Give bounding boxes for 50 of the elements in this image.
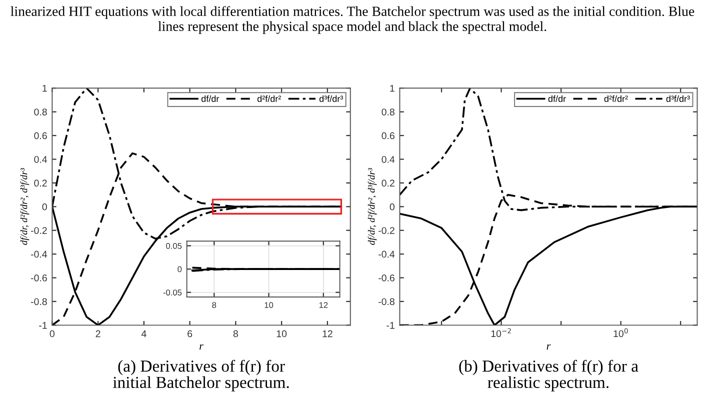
y-tick-label: -0.4 [30,250,48,258]
legend-label: df/dr [201,95,220,102]
y-tick-label: -0.8 [30,298,47,306]
y-tick-label: 1 [390,84,394,92]
y-tick-label: 0 [390,203,394,210]
x-tick-label: 6 [188,330,192,338]
x-tick-label: 0 [50,330,54,338]
chart-title: linearized HIT equations with local differentiation matrices. The Batchelor spectrum was used as the initial condition. Blue lines represent the physical space model and black the spectral model. [10,6,694,34]
y-tick-label: -0.05 [163,290,182,296]
x-tick-label: 10 [276,330,287,338]
y-tick-label: 0.8 [34,108,47,116]
y-tick-label: -0.8 [378,298,394,306]
y-tick-label: 0 [178,266,182,272]
y-tick-label: -1 [386,322,394,329]
y-tick-label: -0.4 [378,250,395,258]
x-tick-label: 12 [319,302,328,308]
y-tick-label: -0.2 [378,227,394,234]
x-axis-title: r [200,344,204,350]
y-tick-label: 0.2 [34,180,47,187]
legend-label: d³f/dr³ [666,95,690,102]
y-tick-label: -0.6 [378,274,394,282]
y-tick-label: 0.4 [382,156,395,163]
legend-label: d²f/dr² [604,95,628,102]
y-tick-label: 0 [42,203,47,210]
x-tick-label: 2 [96,330,100,338]
y-tick-label: 1 [42,84,47,92]
x-tick-label: 8 [233,330,238,338]
x-tick-label: 10 [264,302,274,308]
y-tick-label: 0.4 [34,156,48,163]
y-axis-title: df/dr, d²f/dr², d³f/dr³ [368,168,377,245]
text: (a) Derivatives of f(r) for initial Batchelor spectrum. [112,360,289,392]
legend-label: d³f/dr³ [319,95,343,102]
x-axis-title: r [546,344,551,350]
y-tick-label: 0.8 [382,108,394,116]
y-tick-label: 0.6 [34,132,47,140]
y-tick-label: 0.2 [382,180,394,187]
legend-label: df/dr [548,95,566,102]
y-tick-label: -1 [39,322,47,329]
x-tick-label: 8 [212,302,216,308]
x-tick-label: 10$^{0}$ [614,328,628,338]
y-tick-label: -0.6 [30,274,47,282]
y-axis-title: df/dr, d²f/dr², d³f/dr³ [20,168,30,245]
x-tick-label: 4 [141,330,146,338]
x-tick-label: 10$^{−2}$ [491,328,511,338]
legend-label: d²f/dr² [257,95,281,102]
y-tick-label: 0.05 [166,242,182,249]
y-tick-label: 0.6 [382,132,394,140]
y-tick-label: -0.2 [30,227,47,234]
x-tick-label: 12 [322,330,332,338]
text: (b) Derivatives of f(r) for a realistic spectrum. [459,360,638,392]
